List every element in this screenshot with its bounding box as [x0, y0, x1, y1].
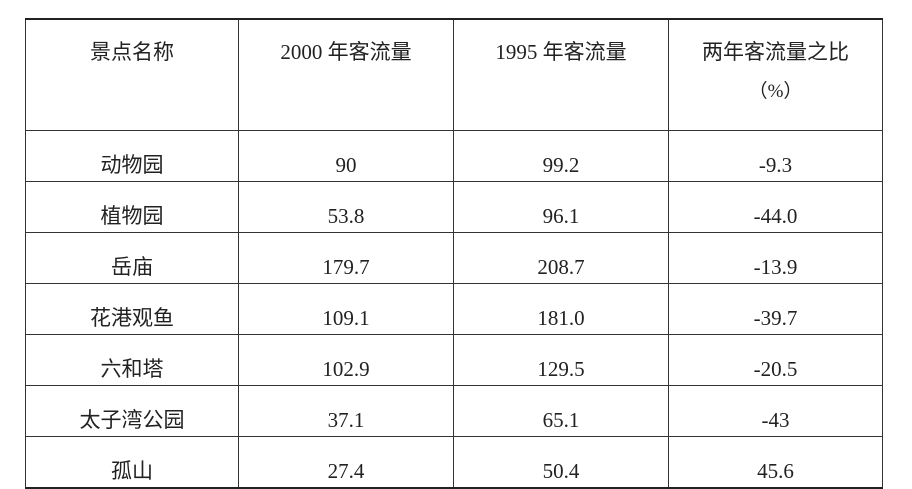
table-cell: -43	[668, 385, 883, 437]
table-cell: 岳庙	[25, 232, 239, 284]
table-cell: 花港观鱼	[25, 283, 239, 335]
table-cell: 102.9	[238, 334, 454, 386]
header-cell: 2000 年客流量	[238, 18, 454, 131]
table-cell: 27.4	[238, 436, 454, 489]
header-text: 2000 年客流量	[280, 40, 412, 64]
table-cell: 孤山	[25, 436, 239, 489]
table-cell: 179.7	[238, 232, 454, 284]
header-text: 两年客流量之比	[702, 40, 849, 64]
table-cell: 50.4	[453, 436, 669, 489]
table-row: 太子湾公园 37.1 65.1 -43	[25, 385, 883, 437]
table-cell: 129.5	[453, 334, 669, 386]
table-cell: 太子湾公园	[25, 385, 239, 437]
table-cell: 99.2	[453, 130, 669, 182]
table-cell: 植物园	[25, 181, 239, 233]
table-row: 孤山 27.4 50.4 45.6	[25, 436, 883, 489]
table-cell: 65.1	[453, 385, 669, 437]
header-cell: 景点名称	[25, 18, 239, 131]
table-cell: 90	[238, 130, 454, 182]
table-cell: 96.1	[453, 181, 669, 233]
table-cell: 181.0	[453, 283, 669, 335]
table-row: 岳庙 179.7 208.7 -13.9	[25, 232, 883, 284]
table-cell: 动物园	[25, 130, 239, 182]
table-cell: 208.7	[453, 232, 669, 284]
table-cell: -44.0	[668, 181, 883, 233]
table-row: 动物园 90 99.2 -9.3	[25, 130, 883, 182]
table-cell: -13.9	[668, 232, 883, 284]
header-text: 景点名称	[90, 40, 174, 64]
header-cell: 1995 年客流量	[453, 18, 669, 131]
table-row: 植物园 53.8 96.1 -44.0	[25, 181, 883, 233]
data-table: 景点名称 2000 年客流量 1995 年客流量 两年客流量之比 （%） 动物园 90 99…	[25, 18, 883, 489]
table-row: 花港观鱼 109.1 181.0 -39.7	[25, 283, 883, 335]
header-text: 1995 年客流量	[495, 40, 627, 64]
table-cell: 37.1	[238, 385, 454, 437]
page: 景点名称 2000 年客流量 1995 年客流量 两年客流量之比 （%） 动物园 90 99…	[25, 18, 883, 489]
header-row: 景点名称 2000 年客流量 1995 年客流量 两年客流量之比 （%）	[25, 18, 883, 131]
header-cell: 两年客流量之比 （%）	[668, 18, 883, 131]
table-cell: 53.8	[238, 181, 454, 233]
table-cell: 45.6	[668, 436, 883, 489]
table-body: 动物园 90 99.2 -9.3 植物园 53.8 96.1 -44.0 岳庙 179.7 208.…	[25, 130, 883, 489]
table-row: 六和塔 102.9 129.5 -20.5	[25, 334, 883, 386]
table-cell: 109.1	[238, 283, 454, 335]
table-cell: 六和塔	[25, 334, 239, 386]
table-cell: -20.5	[668, 334, 883, 386]
table-cell: -39.7	[668, 283, 883, 335]
table-cell: -9.3	[668, 130, 883, 182]
header-unit: （%）	[748, 81, 803, 102]
